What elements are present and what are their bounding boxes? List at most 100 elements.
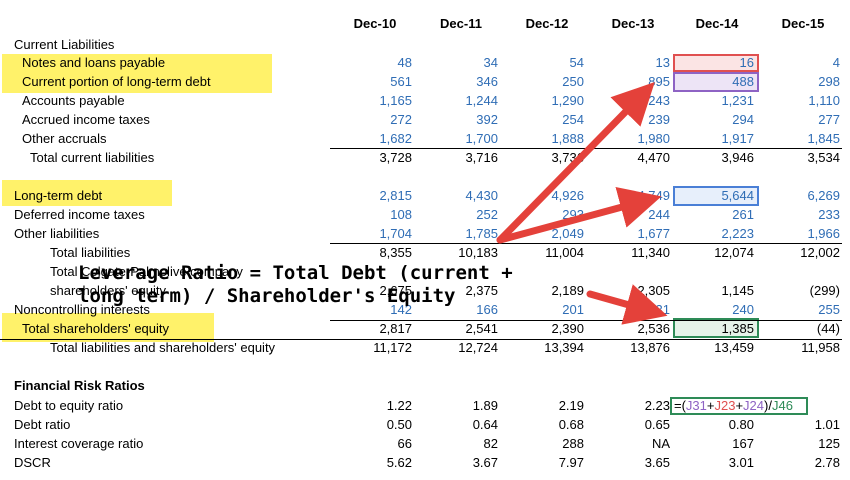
table-cell[interactable]: 1.01 [814, 417, 840, 432]
table-cell[interactable]: 2.19 [558, 398, 584, 413]
table-cell[interactable]: 3.65 [644, 455, 670, 470]
table-cell[interactable]: 1,243 [637, 93, 670, 108]
table-cell[interactable]: 13,394 [544, 340, 584, 355]
table-cell[interactable]: 254 [562, 112, 584, 127]
formula-cell-editor[interactable]: =(J31+J23+J24)/J46 [670, 397, 808, 415]
table-cell[interactable]: 1,290 [551, 93, 584, 108]
row-label[interactable]: Total Colgate-Palmolive company [50, 264, 243, 279]
row-label[interactable]: Total current liabilities [30, 150, 155, 165]
row-label[interactable]: shareholders' equity [50, 283, 166, 298]
table-cell[interactable]: 1,110 [808, 93, 840, 108]
row-label[interactable]: Debt to equity ratio [14, 398, 124, 413]
table-cell[interactable]: 277 [818, 112, 840, 127]
row-label[interactable]: Noncontrolling interests [14, 302, 150, 317]
table-cell[interactable]: 0.50 [386, 417, 412, 432]
table-cell[interactable]: 1,980 [637, 131, 670, 146]
table-cell[interactable]: 48 [397, 55, 412, 70]
table-cell[interactable]: 1,785 [465, 226, 498, 241]
table-cell[interactable]: 2,536 [637, 321, 670, 336]
table-cell[interactable]: 10,183 [458, 245, 498, 260]
table-cell[interactable]: 272 [390, 112, 412, 127]
row-label[interactable]: Total liabilities [50, 245, 131, 260]
table-cell[interactable]: 4,470 [637, 150, 670, 165]
row-label[interactable]: Accrued income taxes [22, 112, 150, 127]
table-cell[interactable]: 201 [562, 302, 584, 317]
table-cell[interactable]: 2,223 [721, 226, 754, 241]
table-cell[interactable]: 1,165 [379, 93, 412, 108]
table-cell[interactable]: 4,926 [551, 188, 584, 203]
table-cell[interactable]: 298 [818, 74, 840, 89]
table-cell[interactable]: 250 [562, 74, 584, 89]
row-label[interactable]: Long-term debt [14, 188, 103, 203]
column-header[interactable]: Dec-12 [525, 16, 569, 31]
table-cell[interactable]: 2,049 [551, 226, 584, 241]
table-cell[interactable]: 4,749 [637, 188, 670, 203]
table-cell[interactable]: 66 [397, 436, 412, 451]
table-cell[interactable]: 3,736 [551, 150, 584, 165]
row-label[interactable]: Current portion of long-term debt [22, 74, 211, 89]
table-cell[interactable]: 11,172 [373, 340, 412, 355]
table-cell[interactable]: 231 [648, 302, 670, 317]
row-label[interactable]: Financial Risk Ratios [14, 378, 145, 393]
table-cell[interactable]: 125 [818, 436, 840, 451]
row-label[interactable]: Current Liabilities [14, 37, 115, 52]
table-cell[interactable]: 11,958 [801, 340, 840, 355]
table-cell[interactable]: 4,430 [465, 188, 498, 203]
table-cell[interactable]: 16 [739, 55, 754, 70]
table-cell[interactable]: 1.22 [386, 398, 412, 413]
table-cell[interactable]: 3.67 [472, 455, 498, 470]
table-cell[interactable]: 2.23 [644, 398, 670, 413]
column-header[interactable]: Dec-14 [695, 16, 739, 31]
table-cell[interactable]: 1,244 [465, 93, 498, 108]
table-cell[interactable]: NA [651, 436, 670, 451]
table-cell[interactable]: (44) [816, 321, 840, 336]
row-label[interactable]: DSCR [14, 455, 51, 470]
column-header[interactable]: Dec-15 [781, 16, 825, 31]
table-cell[interactable]: 261 [732, 207, 754, 222]
table-cell[interactable]: 0.65 [644, 417, 670, 432]
table-cell[interactable]: 1,845 [807, 131, 840, 146]
table-cell[interactable]: 5.62 [386, 455, 412, 470]
table-cell[interactable]: 1,385 [721, 321, 754, 336]
table-cell[interactable]: 2,375 [465, 283, 498, 298]
table-cell[interactable]: 142 [390, 302, 412, 317]
table-cell[interactable]: 2,390 [551, 321, 584, 336]
table-cell[interactable]: 1,700 [465, 131, 498, 146]
table-cell[interactable]: 294 [732, 112, 754, 127]
row-label[interactable]: Interest coverage ratio [14, 436, 144, 451]
row-label[interactable]: Notes and loans payable [22, 55, 166, 70]
table-cell[interactable]: 1.89 [472, 398, 498, 413]
table-cell[interactable]: 11,340 [631, 245, 670, 260]
table-cell[interactable]: 13 [655, 55, 670, 70]
table-cell[interactable]: 0.80 [728, 417, 754, 432]
table-cell[interactable]: 0.64 [472, 417, 498, 432]
table-cell[interactable]: (299) [809, 283, 840, 298]
table-cell[interactable]: 167 [732, 436, 754, 451]
table-cell[interactable]: 392 [476, 112, 498, 127]
row-label[interactable]: Deferred income taxes [14, 207, 145, 222]
table-cell[interactable]: 1,966 [807, 226, 840, 241]
table-cell[interactable]: 1,231 [721, 93, 754, 108]
row-label[interactable]: Total liabilities and shareholders' equi… [50, 340, 276, 355]
table-cell[interactable]: 3,728 [379, 150, 412, 165]
table-cell[interactable]: 54 [569, 55, 584, 70]
row-label[interactable]: Other liabilities [14, 226, 100, 241]
table-cell[interactable]: 1,682 [379, 131, 412, 146]
table-cell[interactable]: 12,724 [458, 340, 498, 355]
table-cell[interactable]: 12,074 [714, 245, 754, 260]
table-cell[interactable]: 8,355 [379, 245, 412, 260]
table-cell[interactable]: 2,305 [637, 283, 670, 298]
table-cell[interactable]: 166 [476, 302, 498, 317]
table-cell[interactable]: 6,269 [807, 188, 840, 203]
table-cell[interactable]: 1,677 [637, 226, 670, 241]
table-cell[interactable]: 252 [476, 207, 498, 222]
table-cell[interactable]: 2,189 [551, 283, 584, 298]
table-cell[interactable]: 2,817 [379, 321, 412, 336]
table-cell[interactable]: 561 [390, 74, 412, 89]
row-label[interactable]: Other accruals [22, 131, 107, 146]
table-cell[interactable]: 34 [483, 55, 498, 70]
table-cell[interactable]: 12,002 [800, 245, 840, 260]
table-cell[interactable]: 1,704 [379, 226, 412, 241]
row-label[interactable]: Accounts payable [22, 93, 125, 108]
table-cell[interactable]: 2,541 [465, 321, 498, 336]
